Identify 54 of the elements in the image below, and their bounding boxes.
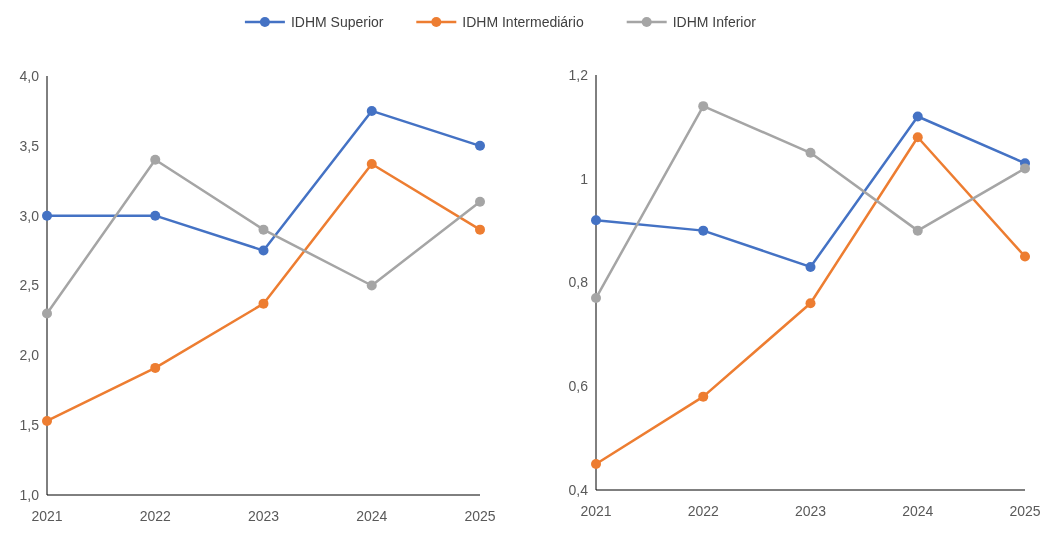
- y-tick-label: 0,8: [568, 274, 589, 291]
- y-tick-label: 0,4: [568, 481, 589, 498]
- point: [1020, 163, 1030, 174]
- point: [805, 298, 816, 309]
- point: [475, 224, 485, 235]
- point: [42, 415, 52, 426]
- point: [42, 210, 52, 221]
- point: [591, 293, 601, 304]
- x-tick-label: 2022: [687, 503, 720, 519]
- point: [475, 196, 485, 207]
- point: [912, 225, 923, 236]
- legend-label: IDHM Intermediário: [462, 13, 584, 30]
- y-tick-label: 0,6: [568, 378, 589, 395]
- point: [912, 132, 923, 143]
- point: [698, 225, 709, 236]
- y-tick-label: 2,5: [19, 277, 40, 294]
- point: [475, 140, 485, 151]
- point: [42, 308, 52, 319]
- y-tick-label: 3,0: [19, 207, 40, 224]
- x-tick-label: 2022: [139, 508, 172, 524]
- point: [150, 362, 161, 373]
- point: [366, 280, 377, 291]
- point: [591, 215, 601, 226]
- point: [258, 245, 269, 256]
- legend-label: IDHM Inferior: [672, 13, 757, 30]
- point: [150, 210, 161, 221]
- point: [698, 391, 709, 402]
- y-tick-label: 2,0: [19, 347, 40, 364]
- y-tick-label: 1,5: [19, 417, 40, 434]
- x-tick-label: 2024: [356, 508, 388, 524]
- x-tick-label: 2025: [1009, 503, 1041, 519]
- point: [698, 101, 709, 112]
- y-tick-label: 1,0: [19, 486, 40, 503]
- y-tick-label: 3,5: [19, 137, 40, 154]
- point: [805, 147, 816, 158]
- point: [805, 261, 816, 272]
- point: [366, 105, 377, 116]
- y-tick-label: 4,0: [19, 67, 40, 84]
- y-tick-label: 1: [580, 170, 589, 187]
- point: [912, 111, 923, 122]
- x-tick-label: 2021: [31, 508, 63, 524]
- x-tick-label: 2025: [464, 508, 496, 524]
- x-tick-label: 2024: [902, 503, 934, 519]
- point: [591, 459, 601, 470]
- legend-label: IDHM Superior: [290, 13, 384, 30]
- point: [258, 298, 269, 309]
- point: [258, 224, 269, 235]
- x-tick-label: 2023: [794, 503, 827, 519]
- y-tick-label: 1,2: [568, 66, 589, 83]
- x-tick-label: 2021: [580, 503, 612, 519]
- point: [150, 154, 161, 165]
- point: [1020, 251, 1030, 262]
- x-tick-label: 2023: [247, 508, 280, 524]
- point: [366, 158, 377, 169]
